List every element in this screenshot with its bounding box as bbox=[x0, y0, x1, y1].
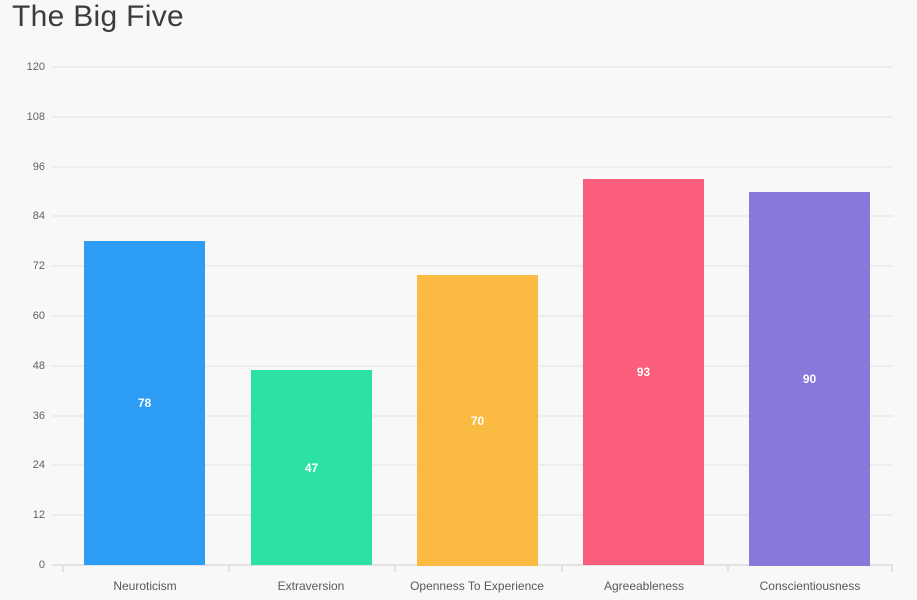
y-tick-label: 72 bbox=[32, 260, 45, 272]
y-tick-label: 120 bbox=[26, 61, 45, 73]
chart-title: The Big Five bbox=[12, 0, 184, 33]
bar-extraversion[interactable]: 47 bbox=[251, 370, 372, 565]
y-tick-label: 108 bbox=[26, 111, 45, 123]
gridline bbox=[52, 66, 893, 68]
bar-value-label: 78 bbox=[137, 396, 152, 410]
axis-tick bbox=[561, 565, 563, 572]
y-tick-label: 60 bbox=[32, 310, 45, 322]
y-tick-label: 0 bbox=[38, 559, 45, 571]
gridline bbox=[52, 265, 893, 267]
plot-area: 78 47 70 93 90 bbox=[52, 66, 893, 566]
bar-conscientiousness[interactable]: 90 bbox=[749, 192, 870, 566]
gridline bbox=[52, 215, 893, 217]
x-tick-label: Conscientiousness bbox=[759, 579, 861, 593]
x-tick-label: Agreeableness bbox=[603, 579, 685, 593]
x-axis: Neuroticism Extraversion Openness To Exper… bbox=[62, 565, 893, 600]
gridline bbox=[52, 166, 893, 168]
bar-agreeableness[interactable]: 93 bbox=[583, 179, 704, 565]
axis-tick bbox=[228, 565, 230, 572]
y-tick-label: 48 bbox=[32, 360, 45, 372]
y-tick-label: 96 bbox=[32, 161, 45, 173]
axis-tick bbox=[394, 565, 396, 572]
axis-tick bbox=[62, 565, 64, 572]
bar-value-label: 93 bbox=[636, 365, 651, 379]
x-tick-label: Extraversion bbox=[277, 579, 345, 593]
bar-value-label: 47 bbox=[304, 460, 319, 475]
bar-openness-to-experience[interactable]: 70 bbox=[417, 275, 538, 566]
y-tick-label: 84 bbox=[32, 210, 45, 222]
bar-value-label: 90 bbox=[802, 372, 817, 386]
y-tick-label: 36 bbox=[32, 410, 45, 422]
bar-value-label: 70 bbox=[470, 413, 485, 428]
y-tick-label: 24 bbox=[32, 459, 45, 471]
y-tick-label: 12 bbox=[32, 509, 45, 521]
x-tick-label: Openness To Experience bbox=[410, 579, 544, 593]
axis-tick bbox=[891, 565, 893, 572]
gridline bbox=[52, 116, 893, 118]
axis-tick bbox=[727, 565, 729, 572]
bar-neuroticism[interactable]: 78 bbox=[84, 241, 205, 565]
y-axis: 0 12 24 36 48 60 72 84 96 108 120 bbox=[0, 61, 45, 571]
x-tick-label: Neuroticism bbox=[113, 579, 177, 593]
